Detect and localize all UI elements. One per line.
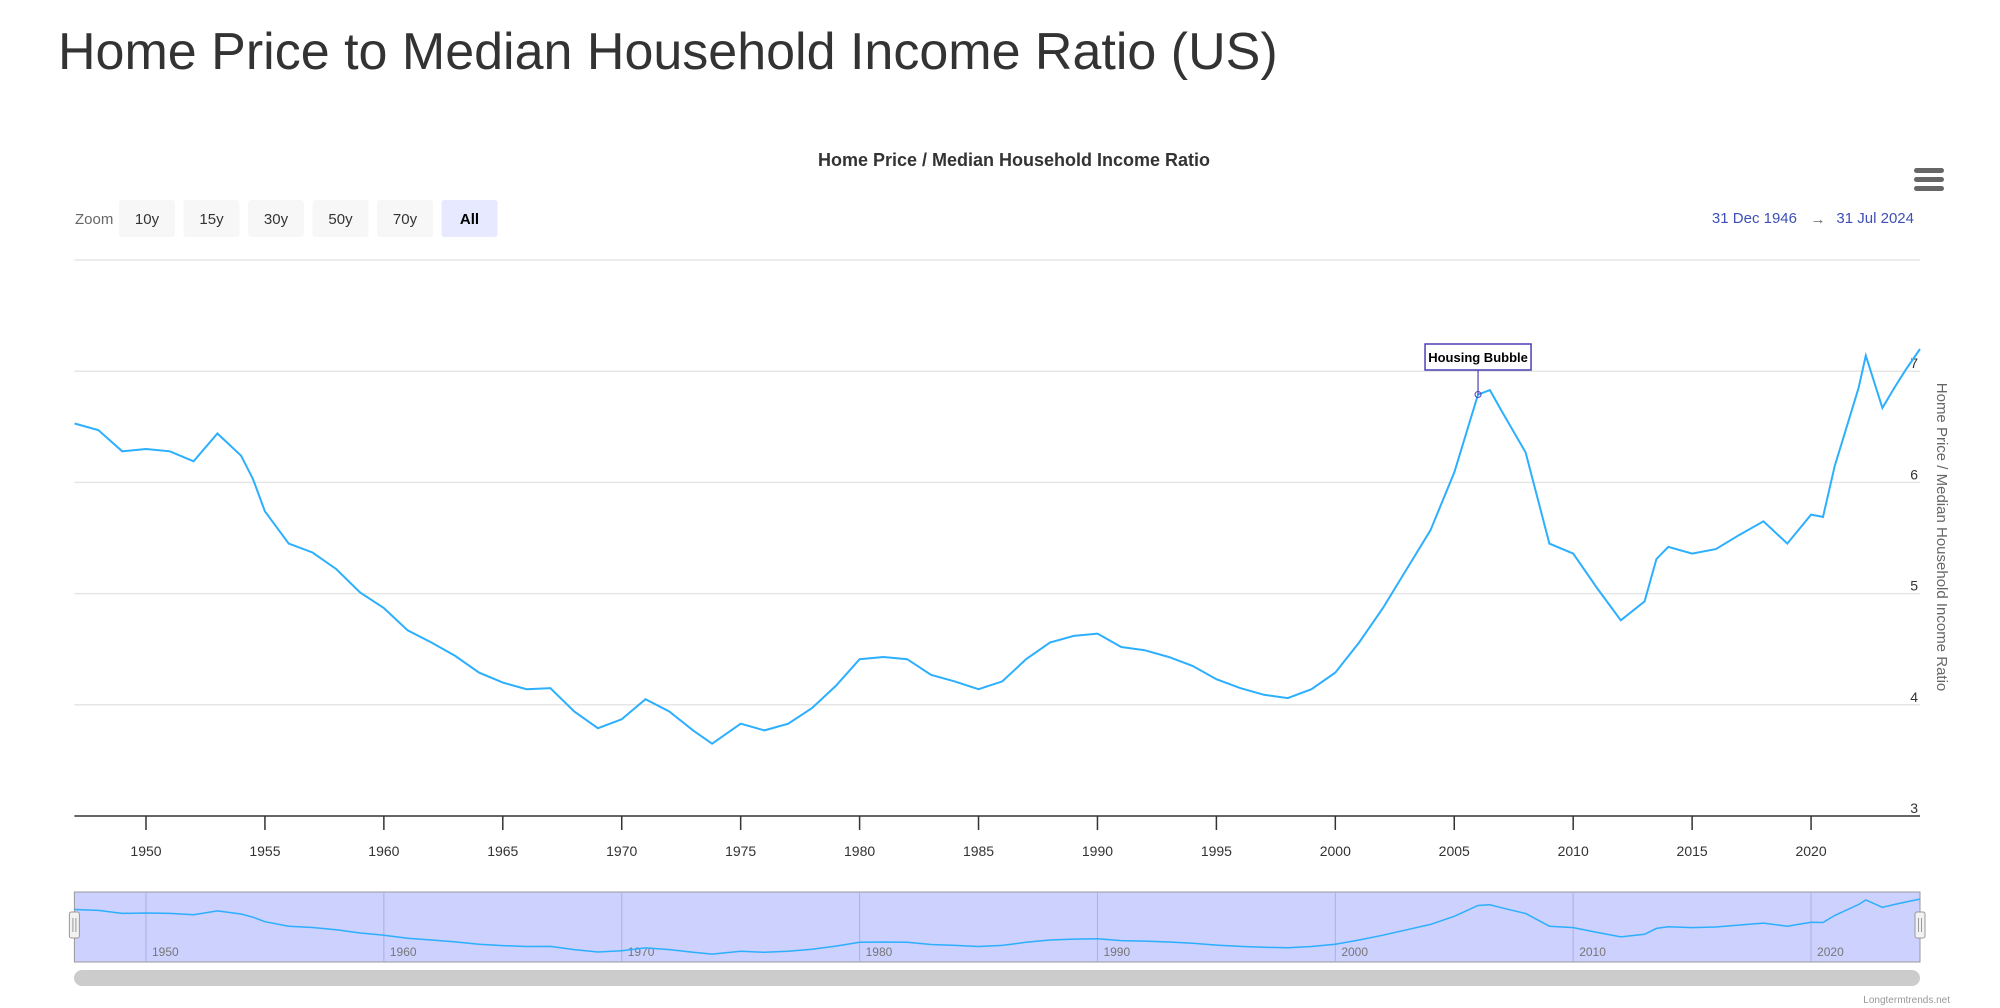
series-line[interactable] [74, 348, 1921, 745]
x-tick-label: 1995 [1201, 843, 1232, 859]
annotation-box [1424, 343, 1532, 371]
navigator-tick-label: 2020 [1817, 945, 1844, 959]
annotation-marker [1474, 391, 1482, 399]
zoom-button-bg [119, 200, 175, 237]
zoom-button-label: 10y [135, 211, 160, 228]
x-tick-label: 2010 [1558, 843, 1589, 859]
annotation-housing-bubble: Housing Bubble [1424, 343, 1532, 399]
x-tick-label: 1980 [844, 843, 875, 859]
navigator-handle-left[interactable] [68, 911, 80, 939]
zoom-button-50y[interactable]: 50y [312, 200, 369, 237]
navigator-tick-label: 1960 [390, 945, 417, 959]
navigator-tick-label: 1980 [866, 945, 893, 959]
zoom-button-bg [183, 200, 240, 237]
annotation-label: Housing Bubble [1428, 350, 1528, 365]
menu-button[interactable] [1914, 168, 1944, 191]
zoom-button-bg [377, 200, 433, 237]
zoom-button-all[interactable]: All [441, 200, 498, 237]
x-tick-label: 1985 [963, 843, 994, 859]
zoom-button-label: 70y [393, 211, 418, 228]
x-tick-label: 1955 [249, 843, 280, 859]
navigator-tick-label: 2010 [1579, 945, 1606, 959]
page-title: Home Price to Median Household Income Ra… [58, 23, 1278, 81]
x-tick-label: 2020 [1795, 843, 1826, 859]
navigator-tick-label: 1990 [1103, 945, 1130, 959]
zoom-button-bg [312, 200, 369, 237]
hamburger-menu-icon [1914, 168, 1944, 191]
zoom-button-30y[interactable]: 30y [248, 200, 304, 237]
zoom-button-70y[interactable]: 70y [377, 200, 433, 237]
y-tick-label: 5 [1910, 578, 1918, 594]
x-tick-label: 1960 [368, 843, 399, 859]
zoom-button-15y[interactable]: 15y [183, 200, 240, 237]
x-tick-label: 2005 [1439, 843, 1470, 859]
y-tick-label: 4 [1910, 689, 1918, 705]
zoom-button-bg [248, 200, 304, 237]
navigator-tick-label: 1950 [152, 945, 179, 959]
scrollbar[interactable] [74, 970, 1920, 986]
zoom-button-10y[interactable]: 10y [119, 200, 175, 237]
chart-title: Home Price / Median Household Income Rat… [818, 150, 1210, 170]
navigator-selection-mask[interactable] [73, 891, 1921, 963]
y-tick-label: 7 [1910, 355, 1918, 371]
zoom-button-bg [441, 200, 498, 237]
x-tick-label: 1970 [606, 843, 637, 859]
handle-body [1914, 911, 1926, 939]
x-tick-label: 2015 [1677, 843, 1708, 859]
x-tick-label: 1965 [487, 843, 518, 859]
navigator-tick-label: 1970 [628, 945, 655, 959]
x-tick-label: 1975 [725, 843, 756, 859]
range-to-input[interactable]: 31 Jul 2024 [1836, 210, 1914, 227]
zoom-button-label: 15y [199, 211, 224, 228]
y-tick-label: 3 [1910, 800, 1918, 816]
zoom-button-label: 30y [264, 211, 289, 228]
y-tick-label: 6 [1910, 466, 1918, 482]
navigator-tick-label: 2000 [1341, 945, 1368, 959]
navigator-handle-right[interactable] [1914, 911, 1926, 939]
zoom-button-label: 50y [328, 211, 353, 228]
range-arrow: → [1811, 211, 1826, 228]
y-axis-title: Home Price / Median Household Income Rat… [1933, 383, 1950, 691]
credits[interactable]: Longtermtrends.net [1863, 995, 1950, 1006]
navigator-series [74, 898, 1921, 955]
x-tick-label: 1950 [130, 843, 161, 859]
x-tick-label: 2000 [1320, 843, 1351, 859]
zoom-button-label: All [460, 211, 479, 228]
handle-body [68, 911, 80, 939]
range-from-input[interactable]: 31 Dec 1946 [1712, 210, 1797, 227]
zoom-label: Zoom [75, 211, 113, 228]
x-tick-label: 1990 [1082, 843, 1113, 859]
navigator[interactable]: 1950 1960 1970 1980 1990 2000 2010 2020 [68, 891, 1926, 963]
date-range: 31 Dec 1946 → 31 Jul 2024 [1712, 210, 1914, 228]
